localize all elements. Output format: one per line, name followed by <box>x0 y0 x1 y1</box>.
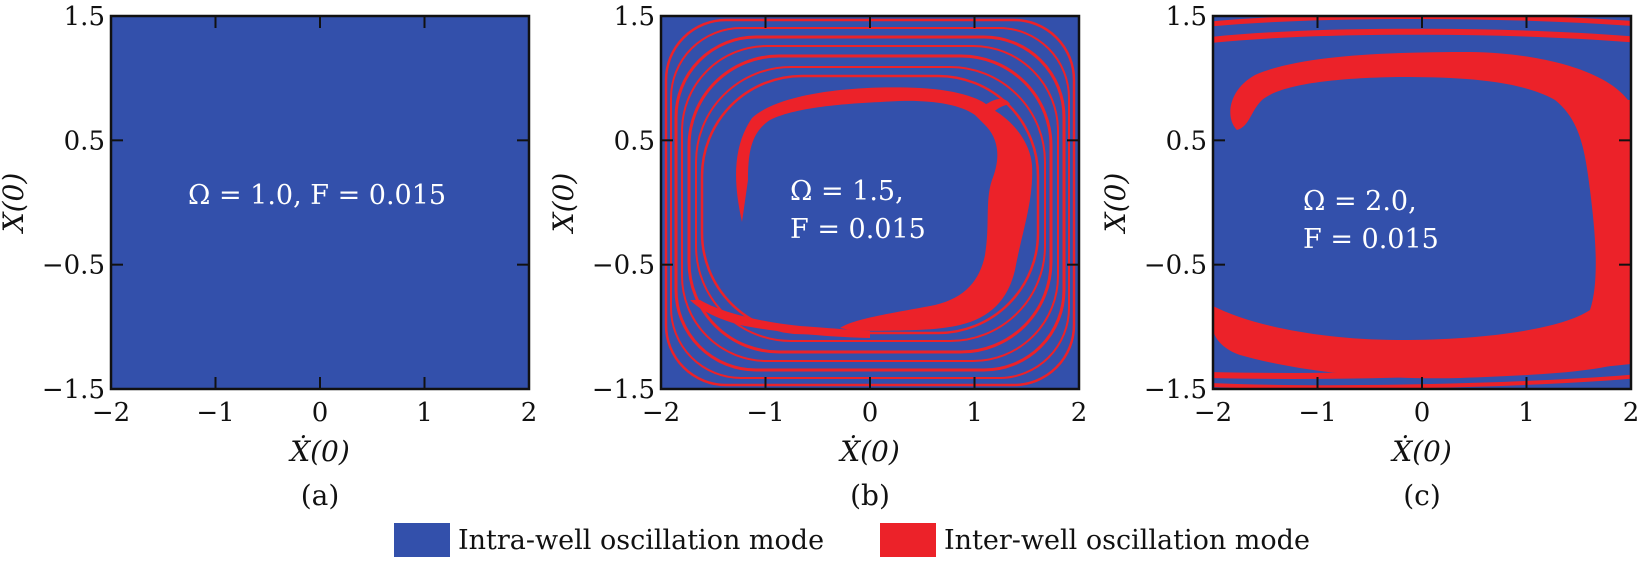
panel-b-xtick-label: −2 <box>642 398 680 428</box>
panel-a-xtick-label: −1 <box>196 398 234 428</box>
panel-a-annotation-line1: Ω = 1.0, F = 0.015 <box>188 180 446 211</box>
panel-b-annotation: Ω = 1.5, F = 0.015 <box>790 176 926 245</box>
panel-b: Ω = 1.5, F = 0.015 −2 −1 0 1 2 −1.5 −0.5 0.5 1.5… <box>547 2 1087 512</box>
panel-a-xtick-label: 0 <box>312 398 329 428</box>
panel-c: Ω = 2.0, F = 0.015 −2 −1 0 1 2 −1.5 −0.5 0.5 1.5… <box>1099 2 1640 512</box>
panel-a-ytick-label: −1.5 <box>42 375 105 405</box>
panel-c-ytick-label: 1.5 <box>1166 2 1207 32</box>
panel-b-label: (b) <box>850 479 890 512</box>
panel-c-annotation-line1: Ω = 2.0, <box>1303 186 1417 217</box>
panel-b-ring-3 <box>674 35 1066 372</box>
panel-b-ring-6 <box>695 66 1046 342</box>
legend-item-inter: Inter-well oscillation mode <box>880 512 1310 568</box>
panel-a-ytick-label: −0.5 <box>42 251 105 281</box>
panel-c-bottom-stripe-2 <box>1213 374 1631 389</box>
legend-swatch-inter <box>880 523 936 557</box>
panel-c-ytick-label: −0.5 <box>1144 251 1207 281</box>
legend-item-intra: Intra-well oscillation mode <box>394 512 824 568</box>
panel-c-top-stripe-2 <box>1213 28 1631 43</box>
panel-c-xtick-label: −2 <box>1194 398 1232 428</box>
panel-b-spiral-band <box>736 87 1033 331</box>
panel-c-xtick-label: 2 <box>1623 398 1640 428</box>
panel-c-xtick-label: −1 <box>1298 398 1336 428</box>
panel-b-ytick-label: −1.5 <box>592 375 655 405</box>
panel-a-ytick-label: 1.5 <box>64 2 105 32</box>
panel-b-ring-4 <box>681 45 1059 362</box>
panel-a-xlabel: Ẋ(0) <box>288 435 350 468</box>
panel-b-spiral-tail <box>690 300 870 338</box>
panel-b-annotation-line1: Ω = 1.5, <box>790 176 904 207</box>
panel-b-ylabel: X(0) <box>547 173 580 235</box>
panel-c-ytick-label: −1.5 <box>1144 375 1207 405</box>
panel-a-annotation: Ω = 1.0, F = 0.015 <box>188 180 446 211</box>
panel-b-xtick-label: 2 <box>1071 398 1088 428</box>
panel-b-xtick-label: 1 <box>966 398 983 428</box>
panel-b-ytick-label: 1.5 <box>614 2 655 32</box>
panel-a-xtick-label: −2 <box>92 398 130 428</box>
panel-c-xtick-label: 1 <box>1518 398 1535 428</box>
panel-b-spiral-hook <box>985 98 1010 116</box>
panel-b-ring-5 <box>687 54 1053 354</box>
panel-b-ytick-label: −0.5 <box>592 251 655 281</box>
panel-c-xtick-label: 0 <box>1414 398 1431 428</box>
panel-c-crescent-band <box>1213 52 1631 379</box>
panel-a-xtick-label: 1 <box>416 398 433 428</box>
legend-label-intra: Intra-well oscillation mode <box>458 524 825 556</box>
panel-a-ylabel: X(0) <box>0 173 30 235</box>
panel-a: Ω = 1.0, F = 0.015 −2 −1 0 1 2 −1.5 −0.5 0.5 1.5… <box>0 2 537 512</box>
panel-c-xlabel: Ẋ(0) <box>1390 435 1452 468</box>
panel-c-ytick-label: 0.5 <box>1166 126 1207 156</box>
panel-a-label: (a) <box>301 479 340 512</box>
panel-c-label: (c) <box>1403 479 1441 512</box>
panel-c-annotation: Ω = 2.0, F = 0.015 <box>1303 186 1439 255</box>
panel-b-xlabel: Ẋ(0) <box>838 435 900 468</box>
panel-c-inter-regions <box>1213 16 1631 389</box>
panel-c-annotation-line2: F = 0.015 <box>1303 224 1439 255</box>
legend-swatch-intra <box>394 523 450 557</box>
panel-b-ytick-label: 0.5 <box>614 126 655 156</box>
panel-a-ytick-label: 0.5 <box>64 126 105 156</box>
panel-a-xtick-label: 2 <box>521 398 538 428</box>
panel-c-ylabel: X(0) <box>1099 173 1132 235</box>
legend: Intra-well oscillation mode Inter-well o… <box>0 512 1646 568</box>
panel-b-xtick-label: 0 <box>862 398 879 428</box>
legend-label-inter: Inter-well oscillation mode <box>944 524 1310 556</box>
panel-b-annotation-line2: F = 0.015 <box>790 214 926 245</box>
panel-b-xtick-label: −1 <box>746 398 784 428</box>
panel-a-intra-region <box>111 16 529 389</box>
